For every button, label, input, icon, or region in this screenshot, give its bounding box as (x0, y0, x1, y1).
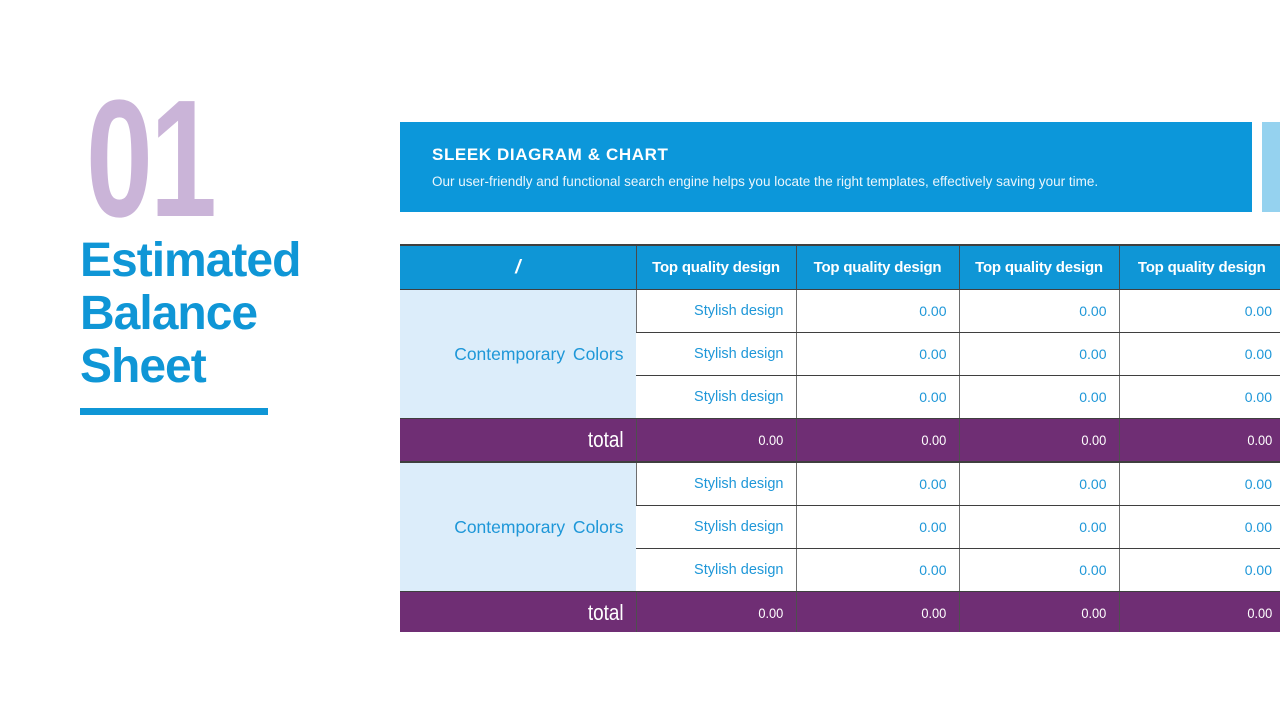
section-number: 01 (86, 66, 217, 252)
table-cell: 0.00 (795, 375, 959, 419)
banner-subtitle: Our user-friendly and functional search … (432, 174, 1099, 189)
table-header-cell: Top quality design (795, 245, 959, 290)
table-cell: 0.00 (795, 289, 959, 333)
table-cell: 0.00 (795, 332, 959, 376)
total-label-cell: total (400, 591, 636, 632)
total-row: total 0.00 0.00 0.00 0.00 (400, 418, 1280, 463)
table-cell: 0.00 (958, 375, 1119, 419)
table-row: Contemporary Colors Stylish design 0.00 … (400, 289, 1280, 419)
total-value-cell: 0.00 (1118, 418, 1280, 463)
accent-strip (1262, 122, 1280, 212)
table-header-row: / Top quality design Top quality design … (400, 245, 1280, 290)
table-cell: 0.00 (1118, 289, 1280, 333)
page-title-line: Estimated (80, 234, 301, 287)
table-cell: 0.00 (958, 289, 1119, 333)
total-value-cell: 0.00 (795, 418, 959, 463)
total-value: 0.00 (921, 433, 947, 448)
total-value-cell: 0.00 (635, 591, 796, 632)
table-header-cell: Top quality design (635, 245, 796, 290)
table-row: Stylish design 0.00 0.00 0.00 (400, 548, 1280, 592)
table-cell: Stylish design (636, 375, 796, 419)
table-row: Contemporary Colors Stylish design 0.00 … (400, 462, 1280, 592)
page-title: Estimated Balance Sheet (80, 234, 301, 393)
table-cell: Stylish design (636, 505, 796, 549)
table-header-cell: Top quality design (1118, 245, 1280, 290)
table-row: Stylish design 0.00 0.00 0.00 (400, 375, 1280, 419)
section-label-cell: Contemporary Colors (400, 462, 636, 592)
table-cell: 0.00 (795, 462, 959, 506)
total-value: 0.00 (1081, 606, 1107, 621)
total-value: 0.00 (758, 606, 784, 621)
table-cell: 0.00 (1118, 332, 1280, 376)
balance-table-container: / Top quality design Top quality design … (400, 244, 1280, 632)
table-cell: Stylish design (636, 548, 796, 592)
table-cell: Stylish design (636, 332, 796, 376)
total-value-cell: 0.00 (635, 418, 796, 463)
total-value-cell: 0.00 (1118, 591, 1280, 632)
table-cell: 0.00 (958, 548, 1119, 592)
total-label: total (587, 427, 624, 452)
table-cell: Stylish design (635, 289, 796, 333)
table-cell: Stylish design (635, 462, 796, 506)
total-value-cell: 0.00 (958, 591, 1119, 632)
table-cell: 0.00 (1118, 505, 1280, 549)
banner-title: SLEEK DIAGRAM & CHART (432, 145, 669, 164)
table-row: Stylish design 0.00 0.00 0.00 (400, 332, 1280, 376)
section-label-cell: Contemporary Colors (400, 289, 636, 419)
table-cell: 0.00 (958, 332, 1119, 376)
table-cell: 0.00 (958, 505, 1119, 549)
total-value-cell: 0.00 (795, 591, 959, 632)
page-title-line: Balance (80, 287, 258, 340)
total-value: 0.00 (1247, 606, 1272, 621)
table-row: Stylish design 0.00 0.00 0.00 (400, 505, 1280, 549)
total-label-cell: total (400, 418, 636, 463)
table-cell: 0.00 (795, 548, 959, 592)
total-value: 0.00 (758, 433, 784, 448)
total-row: total 0.00 0.00 0.00 0.00 (400, 591, 1280, 632)
table-header-cell: Top quality design (958, 245, 1119, 290)
table-header-cell: / (400, 245, 636, 290)
total-value: 0.00 (921, 606, 947, 621)
title-underline (80, 408, 268, 415)
table-cell: 0.00 (1118, 375, 1280, 419)
table-cell: 0.00 (1118, 462, 1280, 506)
page-title-line: Sheet (80, 340, 207, 393)
table-cell: 0.00 (795, 505, 959, 549)
table-cell: 0.00 (958, 462, 1119, 506)
total-value: 0.00 (1247, 433, 1272, 448)
table-cell: 0.00 (1118, 548, 1280, 592)
header-banner: SLEEK DIAGRAM & CHART Our user-friendly … (400, 122, 1252, 212)
total-value-cell: 0.00 (958, 418, 1119, 463)
total-value: 0.00 (1081, 433, 1107, 448)
balance-table: / Top quality design Top quality design … (400, 244, 1280, 632)
total-label: total (587, 600, 624, 625)
